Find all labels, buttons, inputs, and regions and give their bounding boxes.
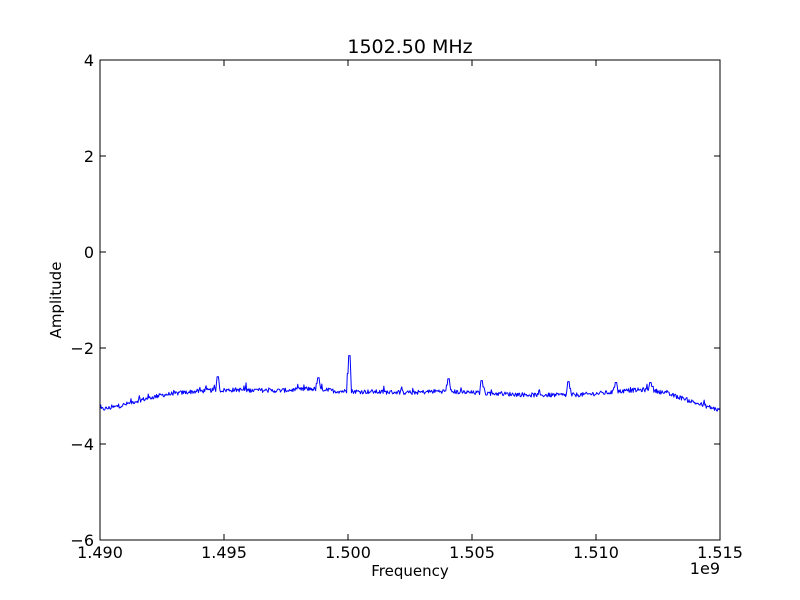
series-layer <box>99 355 721 412</box>
x-tick-label: 1.505 <box>449 543 495 562</box>
y-ticks: −6 −4 −2 0 2 4 <box>70 51 720 550</box>
chart-title: 1502.50 MHz <box>347 36 472 58</box>
plot-frame <box>99 59 721 541</box>
y-tick-label: 4 <box>84 51 94 70</box>
y-tick-label: −6 <box>70 531 94 550</box>
y-tick-label: −4 <box>70 435 94 454</box>
x-tick-label: 1.510 <box>573 543 619 562</box>
y-axis-label: Amplitude <box>47 262 65 339</box>
y-tick-label: 2 <box>84 147 94 166</box>
x-tick-label: 1.500 <box>325 543 371 562</box>
x-offset-label: 1e9 <box>690 559 720 578</box>
x-ticks: 1.490 1.495 1.500 1.505 1.510 1.515 <box>77 60 743 562</box>
y-tick-label: −2 <box>70 339 94 358</box>
y-tick-label: 0 <box>84 243 94 262</box>
series-line <box>99 355 721 412</box>
x-tick-label: 1.490 <box>77 543 123 562</box>
x-axis-label: Frequency <box>371 562 449 580</box>
x-tick-label: 1.495 <box>201 543 247 562</box>
x-tick-label: 1.515 <box>697 543 743 562</box>
